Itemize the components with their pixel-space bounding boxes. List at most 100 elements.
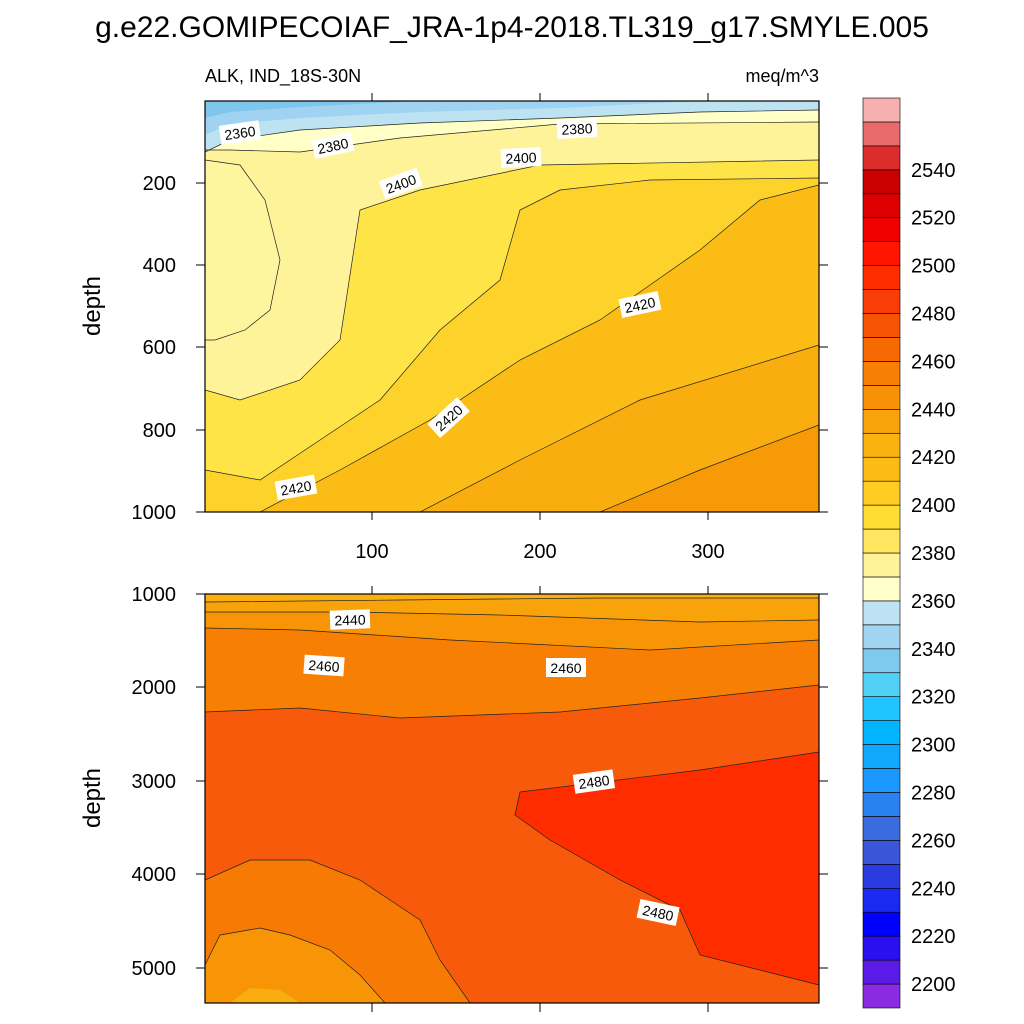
colorbar-label: 2200 bbox=[911, 974, 956, 996]
contour-label: 2420 bbox=[274, 474, 318, 501]
svg-text:2480: 2480 bbox=[577, 772, 610, 792]
colorbar-swatch bbox=[862, 97, 901, 123]
colorbar-swatch bbox=[862, 744, 901, 769]
colorbar-label: 2440 bbox=[911, 399, 956, 421]
colorbar-label: 2460 bbox=[911, 351, 956, 373]
colorbar-swatch bbox=[862, 672, 901, 697]
colorbar-swatch bbox=[862, 409, 901, 434]
lower-x-axis-ticks bbox=[371, 586, 709, 1012]
colorbar-label: 2380 bbox=[911, 543, 956, 565]
colorbar-swatch bbox=[862, 552, 901, 578]
colorbar-swatch bbox=[862, 935, 901, 961]
colorbar-label: 2300 bbox=[911, 735, 956, 757]
colorbar-label: 2240 bbox=[911, 878, 956, 900]
svg-text:2480: 2480 bbox=[641, 902, 675, 924]
colorbar-swatch bbox=[862, 169, 901, 195]
colorbar-swatch bbox=[862, 480, 901, 506]
y-tick-label: 800 bbox=[143, 420, 176, 442]
colorbar-swatch bbox=[862, 313, 901, 338]
lower-contour-labels: 2440 2460 2460 2480 2480 bbox=[303, 609, 680, 926]
contour-label: 2380 bbox=[311, 132, 355, 159]
colorbar-swatch bbox=[862, 121, 901, 147]
colorbar-label: 2320 bbox=[911, 687, 956, 709]
colorbar-label: 2480 bbox=[911, 304, 956, 326]
contour-label: 2360 bbox=[218, 120, 262, 145]
svg-text:2460: 2460 bbox=[550, 660, 581, 676]
colorbar-swatch bbox=[862, 840, 901, 865]
colorbar-swatch bbox=[862, 432, 901, 458]
y-tick-label: 5000 bbox=[132, 958, 177, 980]
colorbar-label: 2520 bbox=[911, 208, 956, 230]
contour-label: 2460 bbox=[546, 658, 586, 677]
colorbar-swatch bbox=[862, 385, 901, 410]
upper-x-axis: 100 200 300 bbox=[355, 93, 725, 563]
y-tick-label: 2000 bbox=[132, 677, 177, 699]
colorbar-swatch bbox=[862, 193, 901, 219]
colorbar-swatch bbox=[862, 696, 901, 721]
colorbar-swatch bbox=[862, 624, 901, 650]
colorbar-swatch bbox=[862, 648, 901, 674]
colorbar-label: 2360 bbox=[911, 591, 956, 613]
y-tick-label: 1000 bbox=[132, 584, 177, 606]
lower-contour-field bbox=[205, 594, 819, 1003]
svg-text:2380: 2380 bbox=[561, 120, 593, 138]
contour-label: 2440 bbox=[329, 609, 371, 630]
colorbar-swatch bbox=[862, 265, 901, 290]
colorbar-label: 2540 bbox=[911, 160, 956, 182]
upper-y-axis: 200 400 600 800 1000 depth bbox=[79, 173, 828, 524]
svg-text:2400: 2400 bbox=[505, 149, 537, 167]
colorbar-swatch bbox=[862, 720, 901, 745]
colorbar-swatch bbox=[862, 337, 901, 362]
colorbar-label: 2420 bbox=[911, 447, 956, 469]
svg-text:2440: 2440 bbox=[334, 611, 366, 628]
colorbar-label: 2340 bbox=[911, 639, 956, 661]
contour-label: 2420 bbox=[618, 291, 662, 318]
y-tick-label: 400 bbox=[143, 255, 176, 277]
colorbar-swatch bbox=[862, 145, 901, 171]
colorbar-swatch bbox=[862, 289, 901, 314]
colorbar-swatch bbox=[862, 792, 901, 817]
colorbar-swatch bbox=[862, 816, 901, 841]
colorbar-swatch bbox=[862, 456, 901, 482]
upper-subtitle-left: ALK, IND_18S-30N bbox=[205, 66, 361, 87]
colorbar-swatch bbox=[862, 361, 901, 386]
upper-contour-labels: 2360 2380 2380 2400 2400 2420 bbox=[218, 117, 662, 501]
colorbar-swatch bbox=[862, 217, 901, 242]
y-tick-label: 200 bbox=[143, 173, 176, 195]
x-tick-label: 200 bbox=[523, 541, 556, 563]
contour-label: 2480 bbox=[636, 899, 680, 926]
contour-label: 2460 bbox=[303, 654, 345, 677]
colorbar-label: 2260 bbox=[911, 830, 956, 852]
upper-y-axis-label: depth bbox=[79, 276, 106, 336]
colorbar-label: 2500 bbox=[911, 256, 956, 278]
colorbar-swatch bbox=[862, 911, 901, 937]
svg-text:2420: 2420 bbox=[623, 294, 657, 316]
colorbar-label: 2400 bbox=[911, 495, 956, 517]
svg-text:2360: 2360 bbox=[223, 123, 256, 143]
colorbar-swatch bbox=[862, 528, 901, 554]
svg-text:2380: 2380 bbox=[316, 135, 350, 157]
svg-text:2460: 2460 bbox=[308, 657, 340, 675]
x-tick-label: 300 bbox=[691, 541, 724, 563]
colorbar-swatch bbox=[862, 864, 901, 889]
colorbar: 2200 2220 2240 2260 2280 2300 2320 2340 2360 2380… bbox=[862, 97, 956, 1009]
lower-y-axis-label: depth bbox=[79, 768, 106, 828]
colorbar-swatch bbox=[862, 504, 901, 530]
colorbar-swatch bbox=[862, 983, 901, 1009]
colorbar-swatch bbox=[862, 887, 901, 913]
contour-label: 2400 bbox=[500, 146, 542, 169]
colorbar-label: 2220 bbox=[911, 926, 956, 948]
lower-panel: 2440 2460 2460 2480 2480 bbox=[79, 584, 828, 1012]
colorbar-swatch bbox=[862, 241, 901, 266]
upper-subtitle-right: meq/m^3 bbox=[746, 66, 819, 86]
colorbar-label: 2280 bbox=[911, 782, 956, 804]
lower-y-axis: 1000 2000 3000 4000 5000 depth bbox=[79, 584, 828, 980]
upper-panel: ALK, IND_18S-30N meq/m^3 bbox=[79, 66, 828, 563]
x-tick-label: 100 bbox=[355, 541, 388, 563]
y-tick-label: 600 bbox=[143, 337, 176, 359]
colorbar-swatch bbox=[862, 959, 901, 985]
contour-label: 2480 bbox=[572, 769, 616, 794]
colorbar-swatch bbox=[862, 576, 901, 602]
y-tick-label: 3000 bbox=[132, 771, 177, 793]
